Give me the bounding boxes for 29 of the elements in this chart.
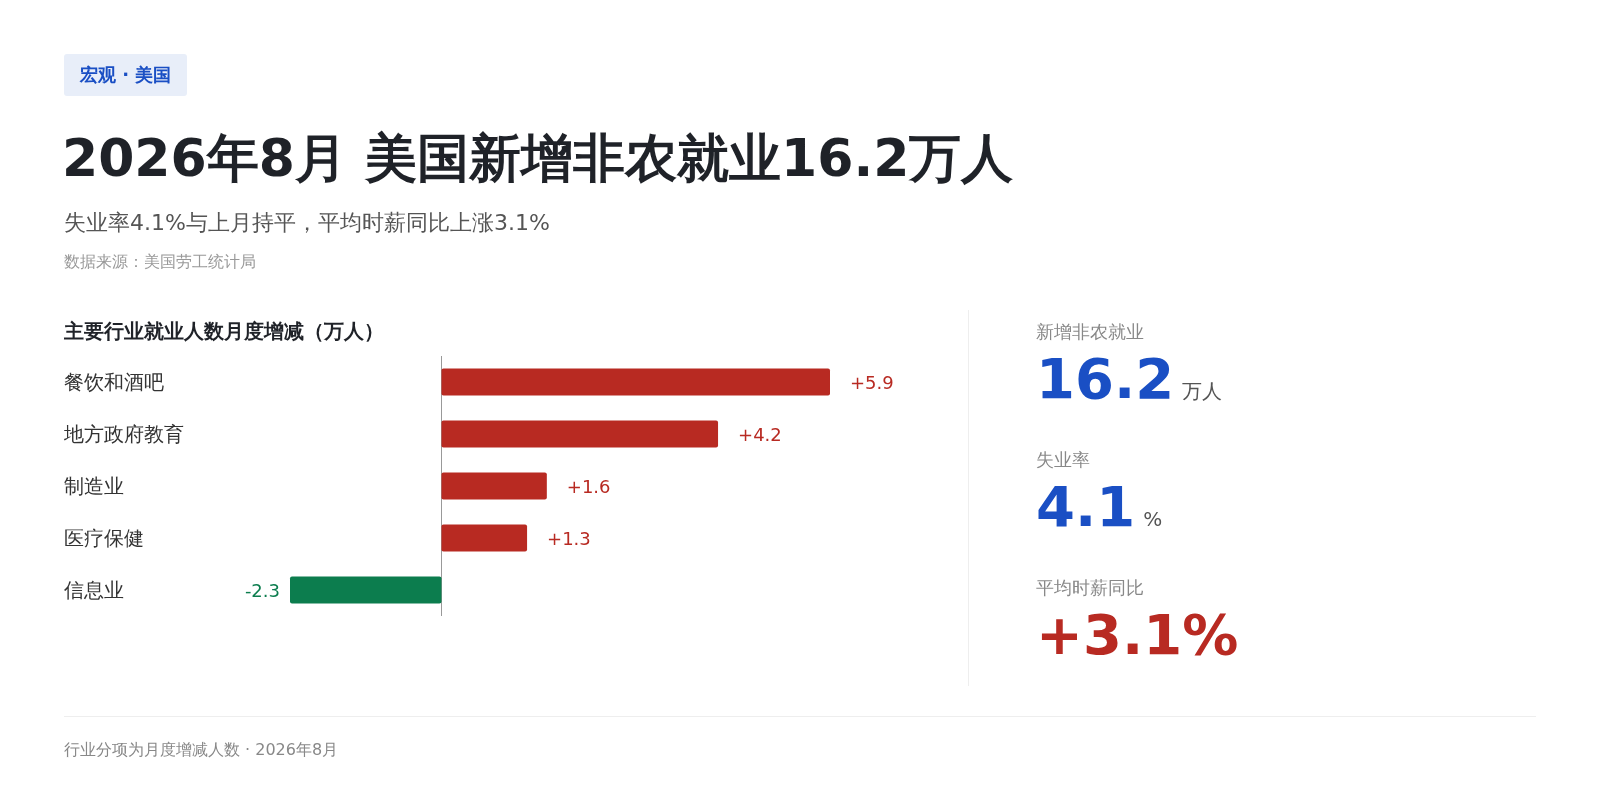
text: 16.2 xyxy=(1036,346,1175,411)
bar xyxy=(441,524,528,552)
bar xyxy=(290,576,442,604)
y-tick-label: 地方政府教育 xyxy=(63,422,184,446)
text: 失业率4.1%与上月持平，平均时薪同比上涨3.1% xyxy=(64,209,550,237)
data-label: +4.2 xyxy=(738,423,782,445)
chart-title: 主要行业就业人数月度增减（万人） xyxy=(64,318,384,345)
text: 万人 xyxy=(1182,379,1223,403)
y-tick-label: 医疗保健 xyxy=(64,526,144,550)
text: 2026年8月 美国新增非农就业16.2万人 xyxy=(62,127,1014,190)
bar xyxy=(441,472,547,500)
bar xyxy=(441,368,830,396)
text: +3.1% xyxy=(1036,602,1239,667)
data-label: -2.3 xyxy=(244,579,280,601)
text: % xyxy=(1143,507,1163,531)
text: 失业率 xyxy=(1036,448,1091,472)
data-label: +1.3 xyxy=(547,527,591,549)
data-label: +5.9 xyxy=(850,371,894,393)
y-tick-label: 餐饮和酒吧 xyxy=(64,370,164,394)
text: 4.1 xyxy=(1036,474,1136,539)
source-note: 数据来源：美国劳工统计局 xyxy=(64,252,256,273)
y-tick-label: 信息业 xyxy=(64,578,124,602)
text: 宏观 · 美国 xyxy=(64,54,188,96)
text: 平均时薪同比 xyxy=(1036,576,1145,600)
y-tick-label: 制造业 xyxy=(64,474,124,498)
text: 行业分项为月度增减人数 · 2026年8月 xyxy=(64,740,339,761)
text: 新增非农就业 xyxy=(1036,320,1145,344)
bar xyxy=(441,420,719,448)
data-label: +1.6 xyxy=(566,475,611,497)
